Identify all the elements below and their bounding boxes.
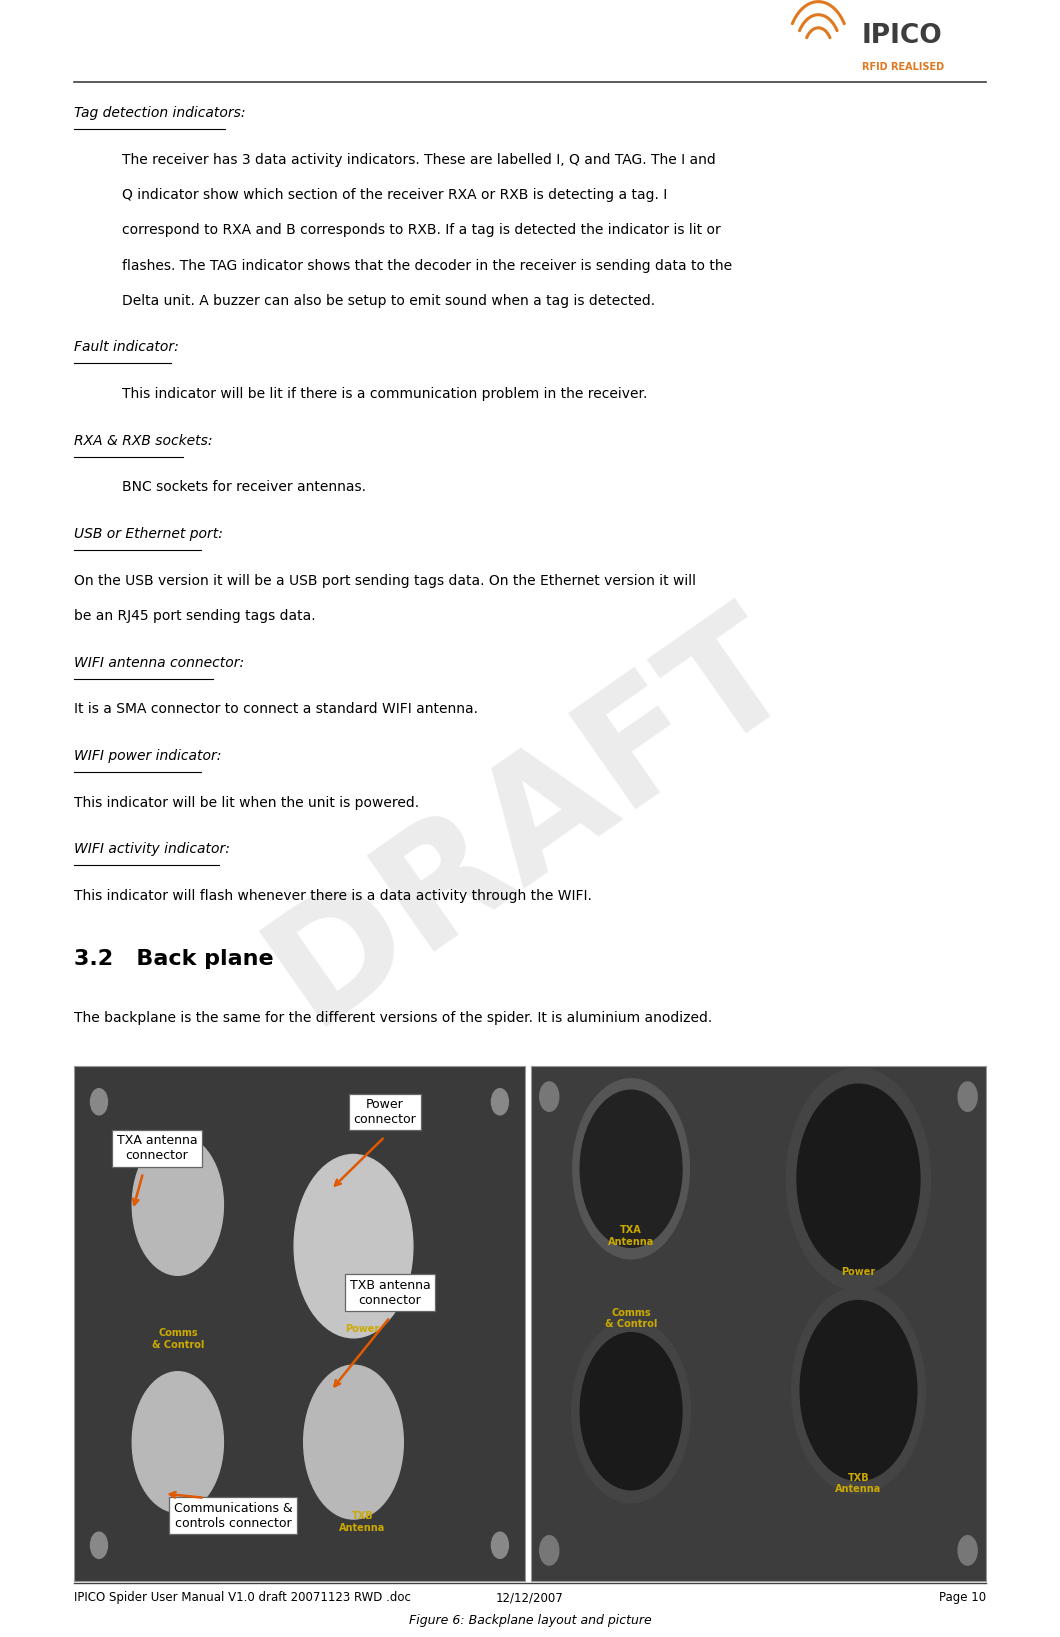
Circle shape: [492, 1089, 509, 1115]
Text: WIFI antenna connector:: WIFI antenna connector:: [74, 655, 244, 670]
Circle shape: [580, 1333, 682, 1490]
Text: Q indicator show which section of the receiver RXA or RXB is detecting a tag. I: Q indicator show which section of the re…: [122, 188, 667, 203]
Text: IPICO Spider User Manual V1.0 draft 20071123 RWD .doc: IPICO Spider User Manual V1.0 draft 2007…: [74, 1591, 411, 1604]
Circle shape: [295, 1154, 413, 1337]
Circle shape: [90, 1532, 107, 1558]
Text: Power: Power: [346, 1324, 379, 1334]
Circle shape: [792, 1287, 925, 1493]
Text: be an RJ45 port sending tags data.: be an RJ45 port sending tags data.: [74, 609, 316, 624]
Text: The backplane is the same for the different versions of the spider. It is alumin: The backplane is the same for the differ…: [74, 1010, 712, 1025]
Text: Figure 6: Backplane layout and picture: Figure 6: Backplane layout and picture: [408, 1614, 652, 1627]
Text: correspond to RXA and B corresponds to RXB. If a tag is detected the indicator i: correspond to RXA and B corresponds to R…: [122, 223, 721, 237]
Circle shape: [540, 1082, 559, 1112]
Text: TXB antenna
connector: TXB antenna connector: [350, 1278, 430, 1306]
Circle shape: [787, 1067, 931, 1290]
Text: RXA & RXB sockets:: RXA & RXB sockets:: [74, 434, 213, 449]
Text: 12/12/2007: 12/12/2007: [496, 1591, 564, 1604]
Text: flashes. The TAG indicator shows that the decoder in the receiver is sending dat: flashes. The TAG indicator shows that th…: [122, 259, 732, 273]
Text: Delta unit. A buzzer can also be setup to emit sound when a tag is detected.: Delta unit. A buzzer can also be setup t…: [122, 293, 655, 308]
Text: Fault indicator:: Fault indicator:: [74, 340, 179, 355]
Text: This indicator will be lit if there is a communication problem in the receiver.: This indicator will be lit if there is a…: [122, 386, 648, 401]
Text: TXB
Antenna: TXB Antenna: [835, 1473, 882, 1495]
Text: TXB
Antenna: TXB Antenna: [339, 1511, 386, 1532]
Circle shape: [958, 1082, 977, 1112]
Text: 3.2   Back plane: 3.2 Back plane: [74, 948, 273, 969]
FancyBboxPatch shape: [531, 1066, 986, 1581]
Text: DRAFT: DRAFT: [241, 584, 819, 1053]
Text: On the USB version it will be a USB port sending tags data. On the Ethernet vers: On the USB version it will be a USB port…: [74, 573, 696, 588]
Circle shape: [580, 1090, 682, 1247]
Circle shape: [304, 1365, 404, 1519]
Circle shape: [90, 1089, 107, 1115]
Text: Communications &
controls connector: Communications & controls connector: [174, 1501, 293, 1531]
Text: BNC sockets for receiver antennas.: BNC sockets for receiver antennas.: [122, 480, 366, 494]
Circle shape: [540, 1536, 559, 1565]
Text: TXA antenna
connector: TXA antenna connector: [117, 1134, 197, 1162]
Circle shape: [571, 1319, 690, 1503]
Text: Power: Power: [842, 1267, 876, 1277]
Text: IPICO: IPICO: [862, 23, 942, 49]
FancyBboxPatch shape: [74, 1066, 525, 1581]
Text: Page 10: Page 10: [939, 1591, 986, 1604]
Circle shape: [492, 1532, 509, 1558]
Text: USB or Ethernet port:: USB or Ethernet port:: [74, 527, 223, 542]
Circle shape: [132, 1134, 224, 1275]
Text: Comms
& Control: Comms & Control: [605, 1308, 657, 1329]
Text: TXA
Antenna: TXA Antenna: [155, 1130, 201, 1151]
Text: TXA
Antenna: TXA Antenna: [608, 1224, 654, 1247]
Text: The receiver has 3 data activity indicators. These are labelled I, Q and TAG. Th: The receiver has 3 data activity indicat…: [122, 154, 716, 167]
Text: WIFI activity indicator:: WIFI activity indicator:: [74, 841, 230, 856]
Circle shape: [958, 1536, 977, 1565]
Text: Tag detection indicators:: Tag detection indicators:: [74, 106, 246, 121]
Circle shape: [132, 1372, 224, 1513]
Text: WIFI power indicator:: WIFI power indicator:: [74, 748, 222, 763]
Text: It is a SMA connector to connect a standard WIFI antenna.: It is a SMA connector to connect a stand…: [74, 702, 478, 717]
Text: Power
connector: Power connector: [353, 1098, 417, 1126]
Text: RFID REALISED: RFID REALISED: [862, 62, 943, 72]
Circle shape: [572, 1079, 689, 1259]
Text: Comms
& Control: Comms & Control: [152, 1328, 204, 1351]
Circle shape: [800, 1300, 917, 1480]
Circle shape: [797, 1084, 920, 1274]
Text: This indicator will be lit when the unit is powered.: This indicator will be lit when the unit…: [74, 796, 420, 810]
Text: This indicator will flash whenever there is a data activity through the WIFI.: This indicator will flash whenever there…: [74, 889, 593, 904]
